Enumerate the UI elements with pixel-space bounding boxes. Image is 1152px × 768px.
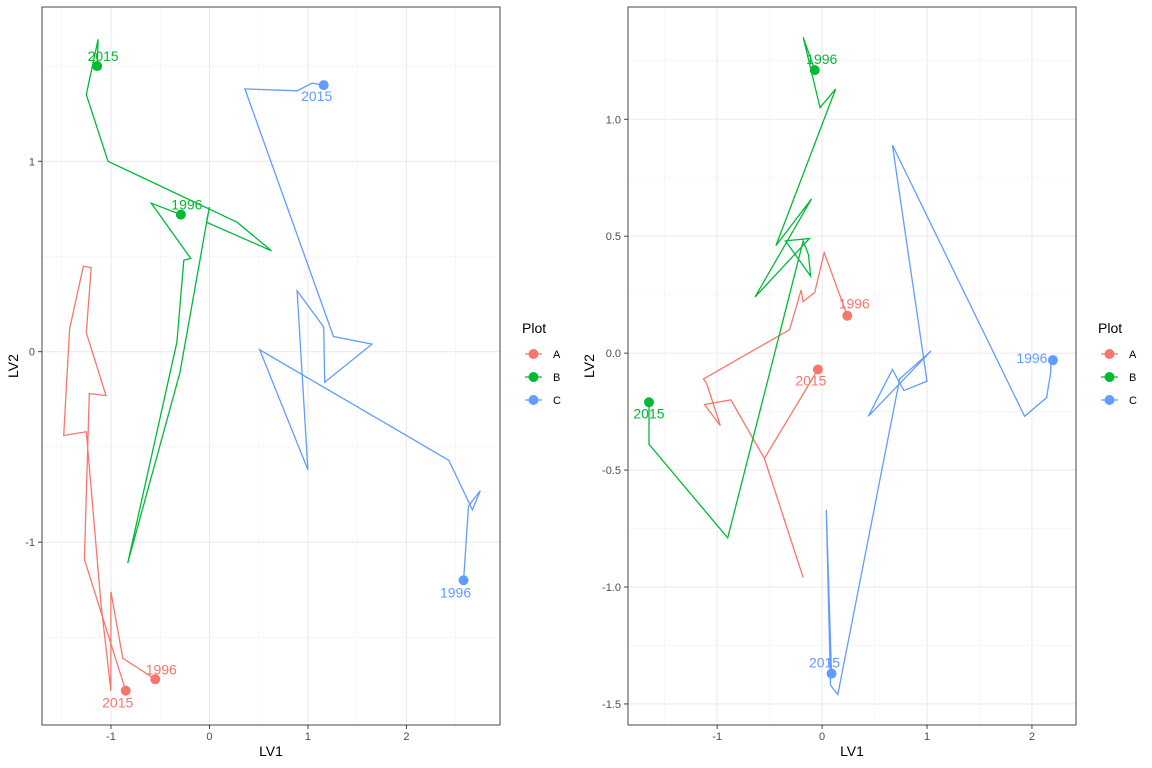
legend-label-A: A	[1129, 349, 1137, 361]
plot-area	[643, 37, 1058, 697]
endpoint-label-A: 1996	[146, 661, 177, 677]
series-line-A	[702, 250, 848, 578]
series-line-C	[243, 82, 481, 581]
endpoint-marker-C	[458, 575, 469, 586]
endpoint-label-B: 2015	[633, 405, 664, 421]
endpoint-label-C: 2015	[809, 655, 840, 671]
legend-label-C: C	[553, 395, 561, 407]
endpoint-label-C: 1996	[1016, 350, 1047, 366]
legend-label-C: C	[1129, 395, 1137, 407]
x-tick-label: 2	[403, 731, 409, 743]
legend-key-point-B	[1104, 372, 1115, 382]
endpoint-marker-A	[812, 364, 823, 375]
endpoint-marker-A	[842, 310, 853, 321]
chart-right: 1996 2015 1996 2015 1996 2015 -1 0 1 2 -1.5 -1.0 -0.…	[581, 6, 1137, 759]
x-tick-label: 0	[206, 731, 212, 743]
x-axis-title: LV1	[840, 743, 864, 759]
endpoint-label-B: 2015	[88, 48, 119, 64]
plot-panel	[42, 7, 500, 725]
endpoint-label-C: 1996	[440, 584, 471, 600]
legend: Plot ABC	[522, 320, 561, 407]
endpoint-marker-B	[643, 397, 654, 408]
endpoint-marker-A	[120, 685, 131, 696]
plot-area	[63, 39, 481, 696]
endpoint-marker-C	[318, 80, 329, 91]
endpoint-marker-B	[175, 209, 186, 220]
y-axis-title: LV2	[5, 354, 21, 378]
y-tick-label: -1.5	[602, 699, 621, 711]
x-tick-label: 1	[305, 731, 311, 743]
endpoint-label-B: 1996	[806, 51, 837, 67]
legend-key-point-A	[528, 349, 539, 359]
x-tick-label: 2	[1029, 731, 1035, 743]
legend-key-point-C	[1104, 395, 1115, 405]
endpoint-label-A: 2015	[795, 373, 826, 389]
series-line-B	[85, 39, 272, 564]
y-tick-label: -1	[25, 537, 35, 549]
series-line-A	[63, 265, 156, 691]
legend-title: Plot	[522, 320, 546, 336]
y-axis-title: LV2	[581, 354, 597, 378]
plot-panel	[628, 7, 1076, 725]
y-tick-label: 0	[29, 347, 35, 359]
endpoint-marker-B	[809, 65, 820, 76]
y-tick-label: 1	[29, 156, 35, 168]
panel-border	[627, 6, 1077, 726]
panel-border	[41, 6, 501, 726]
endpoint-marker-C	[826, 668, 837, 679]
legend: Plot ABC	[1098, 320, 1137, 407]
series-line-B	[648, 37, 837, 540]
endpoint-label-C: 2015	[301, 88, 332, 104]
x-tick-label: -1	[106, 731, 116, 743]
legend-title: Plot	[1098, 320, 1122, 336]
endpoint-marker-A	[150, 674, 161, 685]
legend-label-B: B	[1129, 372, 1136, 384]
endpoint-label-B: 1996	[171, 197, 202, 213]
x-tick-label: 1	[924, 731, 930, 743]
y-tick-label: 0.5	[606, 231, 621, 243]
endpoint-label-A: 2015	[102, 695, 133, 711]
y-tick-label: -0.5	[602, 465, 621, 477]
series-line-C	[825, 144, 1053, 697]
endpoint-marker-C	[1047, 355, 1058, 366]
chart-left: 1996 2015 1996 2015 1996 2015 -1 0 1 2 -1 0 1 LV1 LV2 P…	[5, 6, 561, 759]
y-tick-label: 0.0	[606, 348, 621, 360]
y-tick-label: 1.0	[606, 114, 621, 126]
y-tick-label: -1.0	[602, 582, 621, 594]
endpoint-marker-B	[92, 61, 103, 72]
x-axis-title: LV1	[259, 743, 283, 759]
legend-key-point-A	[1104, 349, 1115, 359]
legend-label-A: A	[553, 349, 561, 361]
x-tick-label: -1	[712, 731, 722, 743]
legend-key-point-B	[528, 372, 539, 382]
x-tick-label: 0	[819, 731, 825, 743]
legend-label-B: B	[553, 372, 560, 384]
legend-key-point-C	[528, 395, 539, 405]
endpoint-label-A: 1996	[839, 296, 870, 312]
